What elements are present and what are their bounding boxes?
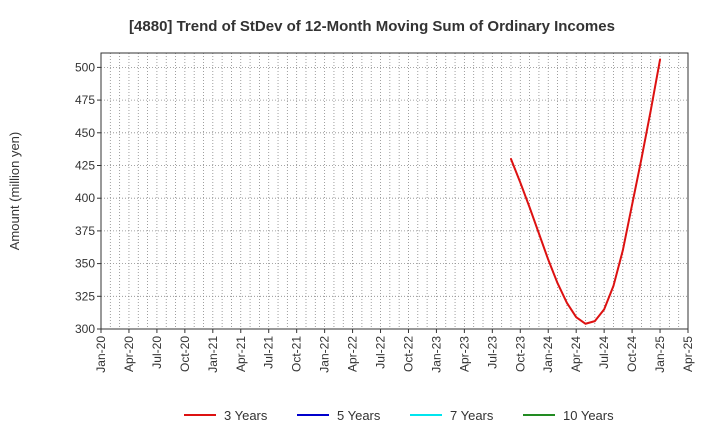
x-tick-label: Jan-22 (318, 336, 332, 373)
x-tick-label: Apr-24 (569, 336, 583, 372)
x-tick-label: Jul-23 (485, 336, 499, 369)
grid (100, 53, 689, 330)
legend-label-3-years: 3 Years (224, 408, 268, 423)
plot-frame (100, 52, 689, 330)
y-tick-label: 375 (75, 224, 95, 238)
y-axis-label: Amount (million yen) (7, 132, 22, 251)
x-tick-label: Oct-21 (290, 336, 304, 372)
x-tick-label: Oct-22 (401, 336, 415, 372)
x-tick-label: Apr-21 (234, 336, 248, 372)
legend-label-5-years: 5 Years (337, 408, 381, 423)
y-tick-label: 400 (75, 191, 95, 205)
x-tick-label: Apr-20 (122, 336, 136, 372)
series-line-3-years (509, 58, 662, 325)
x-tick-labels: Jan-20 Apr-20 Jul-20 Oct-20 Jan-21 Apr-21 Jul-… (94, 329, 695, 373)
y-tick-label: 350 (75, 257, 95, 271)
series-lines (509, 58, 662, 325)
chart-title: [4880] Trend of StDev of 12-Month Moving… (129, 18, 615, 35)
x-tick-label: Jul-24 (597, 336, 611, 369)
x-tick-label: Apr-22 (346, 336, 360, 372)
x-tick-label: Oct-24 (625, 336, 639, 372)
x-tick-label: Jan-20 (94, 336, 108, 373)
x-tick-label: Jan-24 (541, 336, 555, 373)
x-tick-label: Oct-20 (178, 336, 192, 372)
y-tick-labels: 300 325 350 375 400 425 450 475 500 (75, 60, 101, 336)
y-tick-label: 300 (75, 322, 95, 336)
x-tick-label: Jul-22 (374, 336, 388, 369)
y-tick-label: 450 (75, 126, 95, 140)
legend: 3 Years 5 Years 7 Years 10 Years (184, 408, 614, 423)
x-tick-label: Jan-23 (429, 336, 443, 373)
x-tick-label: Apr-25 (681, 336, 695, 372)
y-tick-label: 475 (75, 93, 95, 107)
x-tick-label: Jan-21 (206, 336, 220, 373)
legend-label-7-years: 7 Years (450, 408, 494, 423)
x-tick-label: Oct-23 (513, 336, 527, 372)
x-tick-label: Jul-21 (262, 336, 276, 369)
y-tick-label: 425 (75, 158, 95, 172)
x-tick-label: Jul-20 (150, 336, 164, 369)
x-tick-label: Apr-23 (457, 336, 471, 372)
y-tick-label: 325 (75, 289, 95, 303)
legend-label-10-years: 10 Years (563, 408, 614, 423)
y-tick-label: 500 (75, 60, 95, 74)
x-tick-label: Jan-25 (653, 336, 667, 373)
